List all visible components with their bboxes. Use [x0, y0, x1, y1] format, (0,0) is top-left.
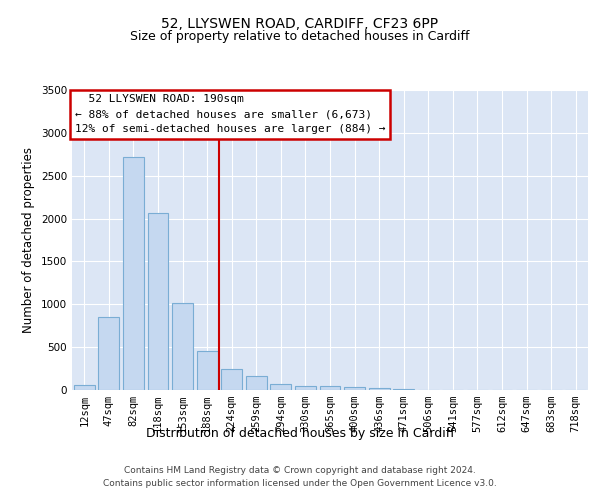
- Bar: [320, 386, 340, 390]
- Bar: [368, 388, 389, 390]
- Bar: [197, 350, 218, 390]
- Bar: [246, 376, 267, 390]
- Bar: [98, 317, 119, 390]
- Text: Size of property relative to detached houses in Cardiff: Size of property relative to detached ho…: [130, 30, 470, 43]
- Bar: [221, 368, 242, 390]
- Y-axis label: Number of detached properties: Number of detached properties: [22, 147, 35, 333]
- Bar: [148, 214, 169, 390]
- Bar: [74, 384, 95, 390]
- Bar: [344, 388, 365, 390]
- Text: Distribution of detached houses by size in Cardiff: Distribution of detached houses by size …: [146, 428, 454, 440]
- Text: 52 LLYSWEN ROAD: 190sqm
← 88% of detached houses are smaller (6,673)
12% of semi: 52 LLYSWEN ROAD: 190sqm ← 88% of detache…: [74, 94, 385, 134]
- Bar: [295, 386, 316, 390]
- Bar: [172, 304, 193, 390]
- Text: 52, LLYSWEN ROAD, CARDIFF, CF23 6PP: 52, LLYSWEN ROAD, CARDIFF, CF23 6PP: [161, 18, 439, 32]
- Bar: [271, 384, 292, 390]
- Bar: [123, 157, 144, 390]
- Text: Contains HM Land Registry data © Crown copyright and database right 2024.
Contai: Contains HM Land Registry data © Crown c…: [103, 466, 497, 487]
